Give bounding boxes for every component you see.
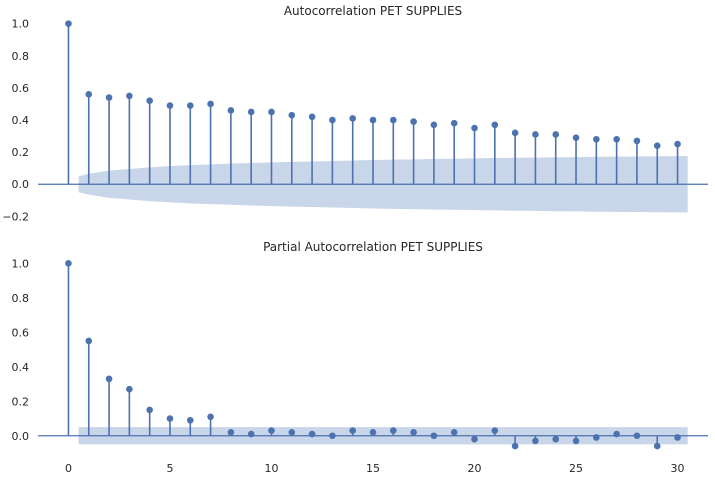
- acf-marker-lag-16: [390, 116, 397, 124]
- acf-marker-lag-5: [166, 102, 174, 109]
- acf-marker-lag-10: [268, 108, 275, 116]
- pacf-marker-lag-4: [146, 406, 153, 414]
- pacf-marker-lag-24: [552, 435, 560, 443]
- pacf-xtick-label: 15: [366, 462, 380, 475]
- pacf-marker-lag-28: [633, 432, 641, 440]
- pacf-marker-lag-2: [105, 375, 113, 383]
- pacf-marker-lag-7: [207, 413, 214, 421]
- acf-marker-lag-12: [308, 113, 316, 121]
- acf-ytick-label: 0.8: [12, 50, 30, 63]
- acf-ytick-label: −0.2: [2, 210, 29, 223]
- pacf-marker-lag-0: [65, 260, 72, 267]
- pacf-marker-lag-13: [329, 432, 336, 440]
- acf-title: Autocorrelation PET SUPPLIES: [284, 4, 462, 18]
- pacf-xtick-label: 10: [264, 462, 278, 475]
- pacf-marker-lag-20: [471, 435, 478, 443]
- acf-marker-lag-9: [247, 108, 255, 116]
- acf-marker-lag-1: [85, 91, 93, 98]
- pacf-xtick-label: 5: [166, 462, 173, 475]
- acf-marker-lag-8: [227, 107, 235, 114]
- pacf-xtick-label: 20: [468, 462, 482, 475]
- acf-ytick-label: 0.4: [12, 114, 30, 127]
- pacf-marker-lag-30: [674, 434, 681, 441]
- pacf-xtick-label: 0: [65, 462, 72, 475]
- pacf-ytick-label: 0.8: [12, 292, 30, 305]
- acf-marker-lag-13: [329, 116, 336, 124]
- acf-marker-lag-27: [613, 135, 620, 143]
- pacf-marker-lag-6: [186, 416, 194, 424]
- acf-marker-lag-14: [349, 115, 356, 122]
- acf-marker-lag-17: [410, 118, 417, 125]
- acf-marker-lag-21: [491, 121, 499, 129]
- pacf-marker-lag-18: [430, 432, 438, 440]
- acf-ytick-label: 0.2: [12, 146, 30, 159]
- pacf-marker-lag-1: [85, 337, 93, 345]
- pacf-ytick-label: 0.0: [12, 430, 30, 443]
- pacf-marker-lag-8: [227, 429, 235, 436]
- acf-marker-lag-7: [207, 100, 214, 108]
- acf-plot-area: −0.2 0.0 0.2 0.4 0.6 0.8 1.0: [2, 18, 708, 223]
- acf-ytick-label: 0.6: [12, 82, 30, 95]
- pacf-xtick-label: 25: [569, 462, 583, 475]
- acf-marker-lag-19: [450, 119, 458, 127]
- pacf-ytick-label: 0.6: [12, 326, 30, 339]
- pacf-marker-lag-12: [308, 430, 316, 438]
- acf-marker-lag-4: [146, 97, 153, 105]
- pacf-marker-lag-3: [126, 385, 133, 393]
- acf-marker-lag-0: [65, 20, 72, 27]
- acf-marker-lag-28: [633, 137, 641, 145]
- acf-marker-lag-22: [511, 129, 519, 137]
- acf-marker-lag-11: [288, 111, 296, 119]
- acf-marker-lag-18: [430, 121, 438, 129]
- pacf-xtick-label: 30: [671, 462, 685, 475]
- pacf-ytick-label: 0.2: [12, 395, 30, 408]
- pacf-marker-lag-16: [390, 427, 397, 434]
- pacf-title: Partial Autocorrelation PET SUPPLIES: [263, 240, 483, 254]
- acf-marker-lag-20: [471, 124, 478, 132]
- pacf-marker-lag-10: [268, 427, 275, 434]
- pacf-marker-lag-14: [349, 427, 356, 434]
- acf-marker-lag-2: [105, 94, 113, 101]
- pacf-marker-lag-23: [532, 437, 539, 445]
- acf-ytick-label: 1.0: [12, 18, 30, 31]
- acf-marker-lag-30: [674, 140, 681, 148]
- acf-marker-lag-3: [126, 92, 133, 100]
- acf-marker-lag-15: [369, 116, 377, 124]
- pacf-marker-lag-15: [369, 429, 377, 436]
- pacf-marker-lag-26: [593, 434, 600, 441]
- pacf-ytick-label: 0.4: [12, 361, 30, 374]
- acf-marker-lag-24: [552, 131, 560, 138]
- acf-ytick-label: 0.0: [12, 178, 30, 191]
- acf-marker-lag-26: [593, 135, 600, 143]
- pacf-plot-area: 0.0 0.2 0.4 0.6 0.8 1.0 0 5 10 15 20 25 30: [12, 257, 708, 475]
- acf-marker-lag-6: [186, 102, 194, 109]
- pacf-marker-lag-25: [572, 437, 580, 445]
- pacf-marker-lag-11: [288, 429, 296, 436]
- pacf-marker-lag-22: [511, 442, 519, 450]
- pacf-marker-lag-19: [450, 429, 458, 436]
- pacf-marker-lag-9: [247, 430, 255, 438]
- pacf-marker-lag-21: [491, 427, 499, 434]
- pacf-ytick-label: 1.0: [12, 257, 30, 270]
- pacf-marker-lag-29: [653, 442, 661, 450]
- pacf-marker-lag-27: [613, 430, 620, 438]
- acf-marker-lag-25: [572, 134, 580, 141]
- acf-marker-lag-29: [653, 142, 661, 149]
- acf-marker-lag-23: [532, 131, 539, 138]
- pacf-marker-lag-5: [166, 415, 174, 422]
- pacf-marker-lag-17: [410, 429, 417, 436]
